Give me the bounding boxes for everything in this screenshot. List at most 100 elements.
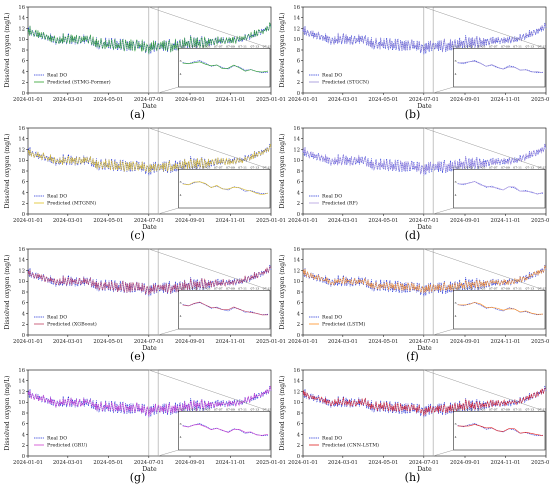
x-axis-label: Date [417,466,432,473]
zoom-window [148,6,159,94]
inset-x-tick-label: 07-05 [202,407,211,411]
inset-x-tick-label: 07-07 [214,286,223,290]
x-tick-label: 2024-03-01 [53,460,83,466]
inset-y-tick-label: 4 [455,72,457,76]
y-tick-label: 6 [297,180,300,186]
x-tick-label: 2025-01-01 [256,460,286,466]
inset-x-tick-label: 07-09 [226,44,235,48]
inset-frame [453,290,546,330]
x-axis-label: Date [142,345,157,352]
chart-panel: 0 2 4 6 8 10 12 14 16 2024-01-01 2024-03-01 2024-05… [4,5,286,121]
x-tick-label: 2024-09-01 [175,460,205,466]
y-tick-label: 14 [293,16,300,22]
y-tick-label: 2 [297,80,300,86]
legend-entry-real: Real DO [322,194,342,200]
inset-x-tick-label: 07-15 [538,165,547,169]
inset-x-tick-label: 07-13 [525,286,534,290]
y-tick-label: 10 [18,37,25,43]
inset-x-tick-label: 07-09 [501,286,510,290]
y-tick-label: 2 [22,201,25,207]
inset-x-tick-label: 07-07 [489,165,498,169]
y-tick-label: 6 [22,422,25,428]
y-tick-label: 0 [297,454,300,460]
legend-entry-predicted: Predicted (STMG-Former) [47,79,111,86]
inset-y-tick-label: 4 [180,72,182,76]
y-tick-label: 16 [18,5,25,11]
y-tick-label: 0 [22,454,25,460]
zoom-connector [158,328,179,336]
inset-x-tick-label: 07-15 [538,407,547,411]
x-tick-label: 2024-05-01 [93,339,123,345]
x-tick-label: 2024-07-01 [409,460,439,466]
inset-x-tick-label: 07-13 [525,407,534,411]
panel-label: (b) [405,108,421,121]
inset-x-tick-label: 07-15 [538,286,547,290]
inset-line-predicted [457,301,544,315]
y-tick-label: 10 [293,279,300,285]
series-line-predicted [302,265,547,294]
inset-x-tick-label: 07-09 [226,286,235,290]
series-line-predicted [302,388,547,416]
y-tick-label: 16 [293,5,300,11]
y-tick-label: 8 [297,290,300,296]
inset-y-tick-label: 4 [180,435,182,439]
inset-line-predicted [182,301,269,316]
x-tick-label: 2024-05-01 [93,97,123,103]
inset-y-tick-label: 6 [455,180,457,184]
inset-x-tick-label: 07-01 [177,286,186,290]
y-tick-label: 2 [22,443,25,449]
inset-frame [178,48,271,88]
inset-x-tick-label: 07-09 [501,165,510,169]
zoom-window [423,127,434,215]
legend-entry-real: Real DO [322,73,342,79]
x-tick-label: 2024-03-01 [53,97,83,103]
y-tick-label: 12 [293,147,300,153]
zoom-connector [433,86,454,94]
inset-x-tick-label: 07-09 [501,44,510,48]
zoom-connector [148,6,271,49]
inset-x-tick-label: 07-13 [250,286,259,290]
inset-x-tick-label: 07-07 [489,407,498,411]
series-line-predicted [302,23,547,54]
inset-x-tick-label: 07-03 [465,44,474,48]
panel-label: (f) [406,350,419,363]
zoom-window [148,248,159,336]
inset-line-real [182,181,269,195]
inset-x-tick-label: 07-05 [477,286,486,290]
inset-frame [453,411,546,451]
inset-y-tick-label: 4 [455,435,457,439]
series-line-predicted [27,22,272,55]
x-tick-label: 2024-01-01 [288,97,318,103]
inset-x-tick-label: 07-11 [238,44,247,48]
inset-x-tick-label: 07-03 [465,407,474,411]
y-tick-label: 16 [18,126,25,132]
panel-label: (a) [130,108,145,121]
inset-x-tick-label: 07-07 [489,286,498,290]
inset-line-predicted [182,424,269,436]
series-line-real [27,143,272,176]
y-axis-label: Dissolved oxygen (mg/L) [4,255,11,330]
inset-x-tick-label: 07-15 [263,407,272,411]
inset-line-real [457,60,544,74]
inset-x-tick-label: 07-01 [452,44,461,48]
inset-x-tick-label: 07-01 [177,44,186,48]
y-tick-label: 14 [293,137,300,143]
y-tick-label: 12 [293,268,300,274]
inset-x-tick-label: 07-05 [202,165,211,169]
y-axis-label: Dissolved oxygen (mg/L) [279,376,286,451]
inset-y-tick-label: 6 [455,301,457,305]
inset-y-tick-label: 6 [180,59,182,63]
inset-line-predicted [182,181,269,196]
x-tick-label: 2024-09-01 [450,97,480,103]
y-axis-label: Dissolved oxygen (mg/L) [279,255,286,330]
x-tick-label: 2024-05-01 [368,460,398,466]
zoom-connector [158,86,179,94]
inset-x-tick-label: 07-03 [190,165,199,169]
x-tick-label: 2025-01-01 [531,218,550,224]
panel-label: (g) [130,471,146,484]
legend-entry-predicted: Predicted (CNN-LSTM) [322,442,379,449]
y-tick-label: 2 [22,322,25,328]
x-tick-label: 2024-03-01 [328,97,358,103]
inset-x-tick-label: 07-07 [214,44,223,48]
y-tick-label: 6 [297,422,300,428]
